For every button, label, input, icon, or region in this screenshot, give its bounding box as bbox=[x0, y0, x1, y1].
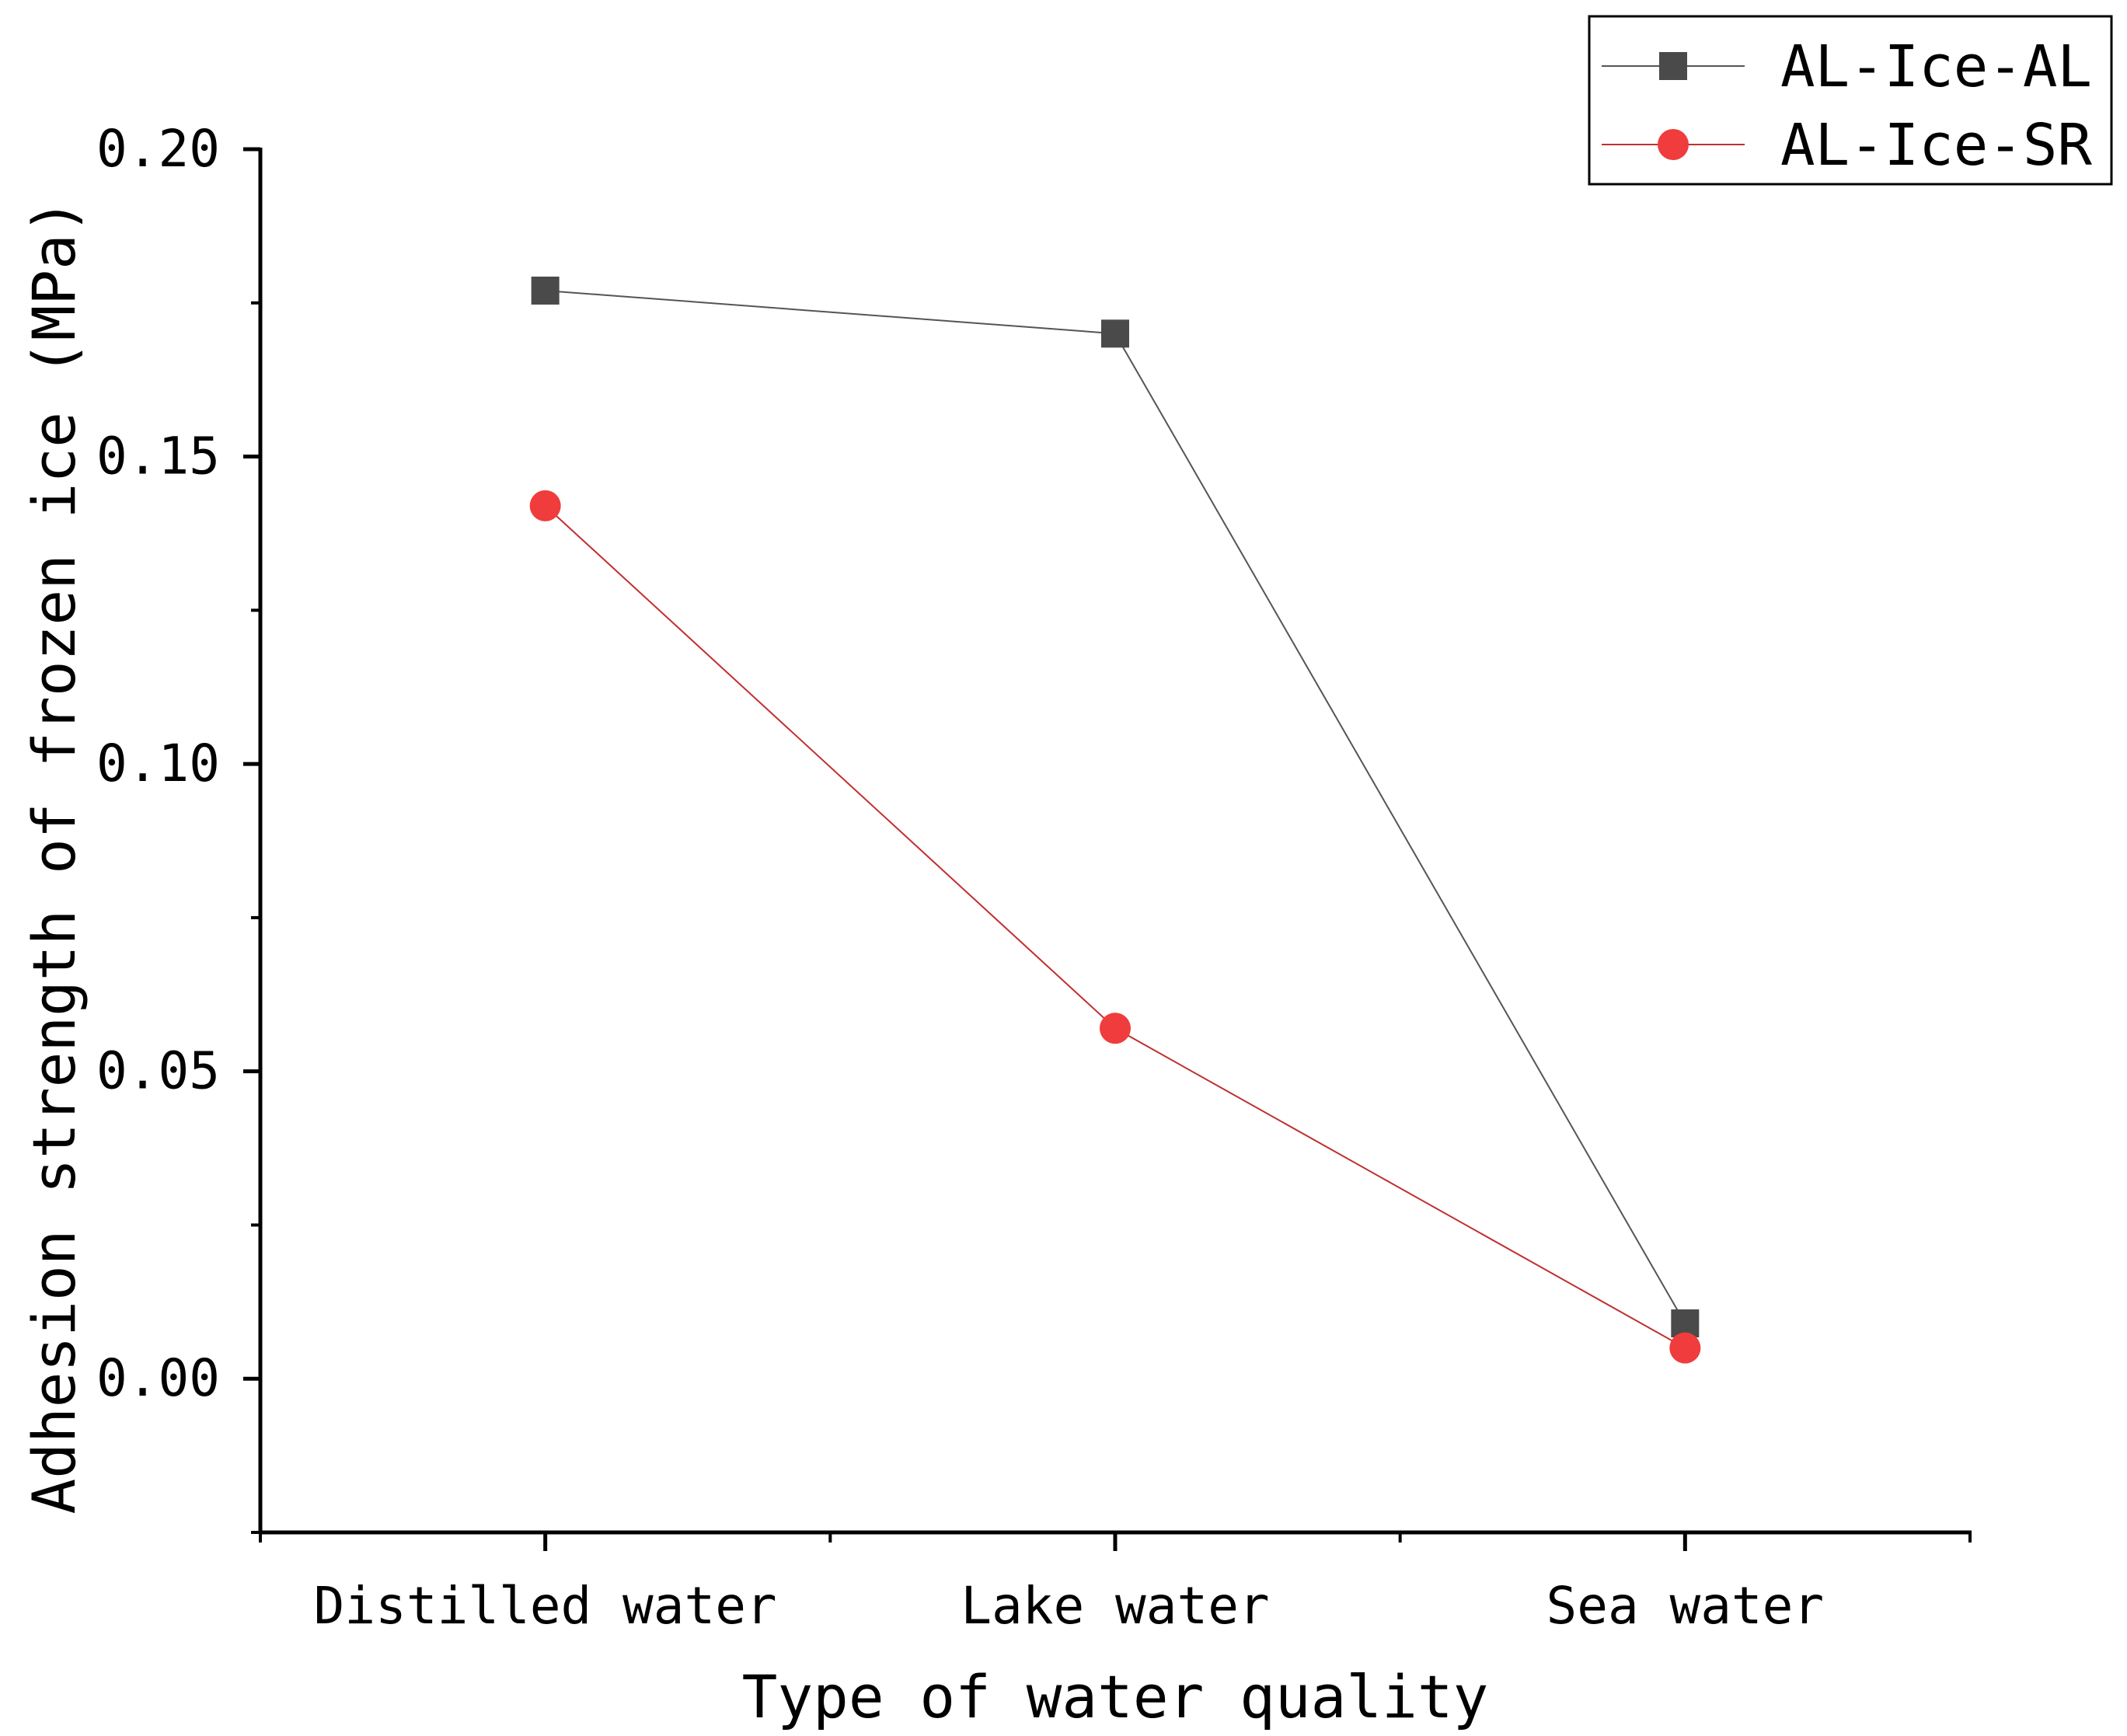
x-ticks: Distilled water Lake water Sea water bbox=[259, 1532, 1972, 1636]
legend-label: AL-Ice-SR bbox=[1780, 112, 2092, 179]
axes bbox=[258, 148, 1972, 1535]
legend-label: AL-Ice-AL bbox=[1780, 33, 2092, 100]
y-tick-label: 0.10 bbox=[96, 734, 220, 793]
x-tick-label: Distilled water bbox=[314, 1576, 777, 1636]
y-tick-label: 0.15 bbox=[96, 427, 220, 486]
data-point-circle bbox=[1100, 1013, 1131, 1044]
y-axis-title: Adhesion strength of frozen ice (MPa) bbox=[19, 199, 89, 1515]
x-tick-label: Lake water bbox=[961, 1576, 1269, 1636]
data-point-circle bbox=[529, 490, 561, 521]
series-layer bbox=[529, 276, 1701, 1364]
legend: AL-Ice-AL AL-Ice-SR bbox=[1588, 15, 2113, 186]
y-tick-label: 0.00 bbox=[96, 1348, 220, 1408]
data-point-circle bbox=[1669, 1332, 1701, 1364]
y-tick-label: 0.20 bbox=[96, 119, 220, 179]
y-ticks: 0.00 0.05 0.10 0.15 0.20 bbox=[96, 119, 260, 1534]
series-line-AL-Ice-SR bbox=[544, 505, 1686, 1349]
x-axis-title: Type of water quality bbox=[742, 1662, 1489, 1731]
series-line-AL-Ice-AL bbox=[545, 289, 1686, 1324]
legend-marker-circle bbox=[1658, 129, 1689, 160]
x-tick-label: Sea water bbox=[1546, 1576, 1825, 1636]
legend-marker-square bbox=[1659, 52, 1687, 80]
data-point-square bbox=[531, 276, 560, 305]
y-tick-label: 0.05 bbox=[96, 1041, 220, 1101]
data-point-square bbox=[1101, 319, 1129, 348]
